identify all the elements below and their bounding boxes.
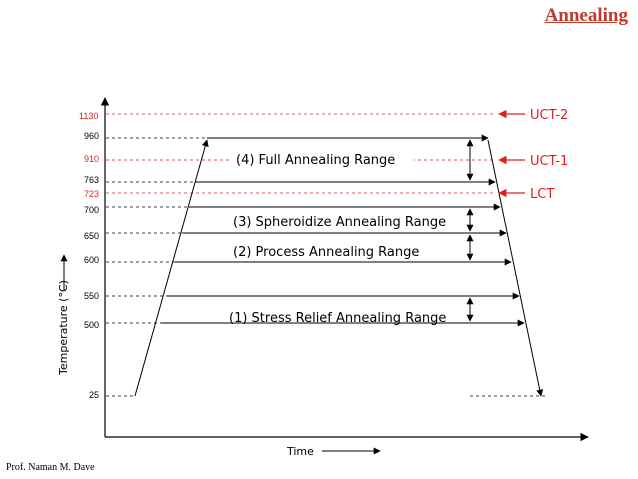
y-axis-label: Temperature (°C) bbox=[57, 280, 70, 376]
range-label-stress-relief: (1) Stress Relief Annealing Range bbox=[229, 311, 446, 326]
lct-label: LCT bbox=[530, 187, 554, 202]
tick-label: 650 bbox=[84, 231, 99, 241]
tick-label: 960 bbox=[84, 131, 99, 141]
tick-label: 600 bbox=[84, 255, 99, 265]
range-label-process: (2) Process Annealing Range bbox=[233, 245, 419, 260]
range-label-full: (4) Full Annealing Range bbox=[236, 153, 395, 168]
range-label-spheroidize: (3) Spheroidize Annealing Range bbox=[233, 215, 446, 230]
uct1-label: UCT-1 bbox=[530, 154, 568, 169]
range-label-bg bbox=[232, 150, 414, 168]
slide-title: Annealing bbox=[544, 5, 628, 26]
tick-label: 550 bbox=[84, 291, 99, 301]
tick-label: 500 bbox=[84, 320, 99, 330]
footer-author: Prof. Naman M. Dave bbox=[6, 462, 95, 473]
tick-label: 910 bbox=[84, 154, 99, 164]
tick-label: 700 bbox=[84, 205, 99, 215]
tick-label: 1130 bbox=[79, 111, 98, 121]
tick-label: 763 bbox=[84, 175, 99, 185]
x-axis-label: Time bbox=[286, 445, 314, 458]
uct2-label: UCT-2 bbox=[530, 108, 568, 123]
cooling-curve bbox=[487, 139, 544, 397]
heating-curve bbox=[134, 139, 209, 397]
tick-label: 25 bbox=[89, 390, 99, 400]
tick-label: 723 bbox=[84, 189, 99, 199]
